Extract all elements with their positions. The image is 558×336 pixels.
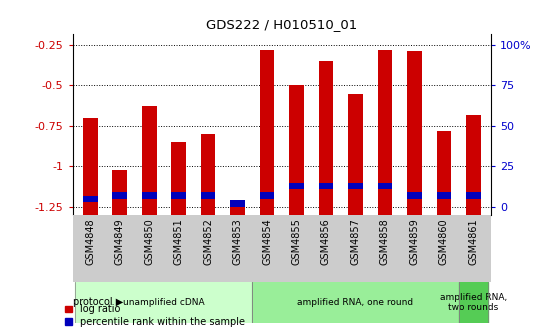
Text: GSM4855: GSM4855 bbox=[291, 218, 301, 265]
Bar bbox=[348, 183, 363, 189]
Text: amplified RNA, one round: amplified RNA, one round bbox=[297, 298, 413, 307]
Text: GSM4854: GSM4854 bbox=[262, 218, 272, 265]
Bar bbox=[201, 192, 215, 199]
Text: GSM4851: GSM4851 bbox=[174, 218, 184, 265]
Legend: log ratio, percentile rank within the sample: log ratio, percentile rank within the sa… bbox=[61, 300, 249, 331]
Bar bbox=[459, 282, 488, 323]
Bar bbox=[378, 50, 392, 215]
Bar bbox=[289, 183, 304, 189]
Text: GSM4849: GSM4849 bbox=[115, 218, 124, 265]
Bar bbox=[378, 183, 392, 189]
Text: protocol ▶: protocol ▶ bbox=[73, 297, 123, 307]
Bar bbox=[407, 192, 422, 199]
Bar bbox=[466, 115, 481, 215]
Bar bbox=[75, 282, 252, 323]
Bar bbox=[142, 107, 157, 215]
Bar bbox=[289, 85, 304, 215]
Bar bbox=[466, 192, 481, 199]
Text: GSM4860: GSM4860 bbox=[439, 218, 449, 265]
Bar bbox=[112, 192, 127, 199]
Bar bbox=[201, 134, 215, 215]
Bar bbox=[259, 50, 275, 215]
Bar bbox=[142, 192, 157, 199]
Bar bbox=[319, 183, 333, 189]
Bar bbox=[319, 61, 333, 215]
Bar bbox=[112, 170, 127, 215]
Text: GSM4861: GSM4861 bbox=[468, 218, 478, 265]
Text: GSM4853: GSM4853 bbox=[233, 218, 243, 265]
Bar bbox=[230, 202, 245, 215]
Text: GSM4856: GSM4856 bbox=[321, 218, 331, 265]
Bar bbox=[259, 192, 275, 199]
Text: GSM4850: GSM4850 bbox=[144, 218, 154, 265]
Text: GSM4857: GSM4857 bbox=[350, 218, 360, 265]
Bar bbox=[171, 192, 186, 199]
Text: GSM4852: GSM4852 bbox=[203, 218, 213, 265]
Bar bbox=[407, 51, 422, 215]
Text: GSM4848: GSM4848 bbox=[85, 218, 95, 265]
Text: GSM4858: GSM4858 bbox=[380, 218, 390, 265]
Bar bbox=[171, 142, 186, 215]
Bar bbox=[83, 196, 98, 202]
Bar bbox=[230, 201, 245, 207]
Bar bbox=[436, 192, 451, 199]
Title: GDS222 / H010510_01: GDS222 / H010510_01 bbox=[206, 18, 358, 31]
Bar bbox=[348, 93, 363, 215]
Bar bbox=[436, 131, 451, 215]
Bar bbox=[252, 282, 459, 323]
Text: unamplified cDNA: unamplified cDNA bbox=[123, 298, 205, 307]
Text: amplified RNA,
two rounds: amplified RNA, two rounds bbox=[440, 293, 507, 312]
Text: GSM4859: GSM4859 bbox=[410, 218, 420, 265]
Bar bbox=[83, 118, 98, 215]
